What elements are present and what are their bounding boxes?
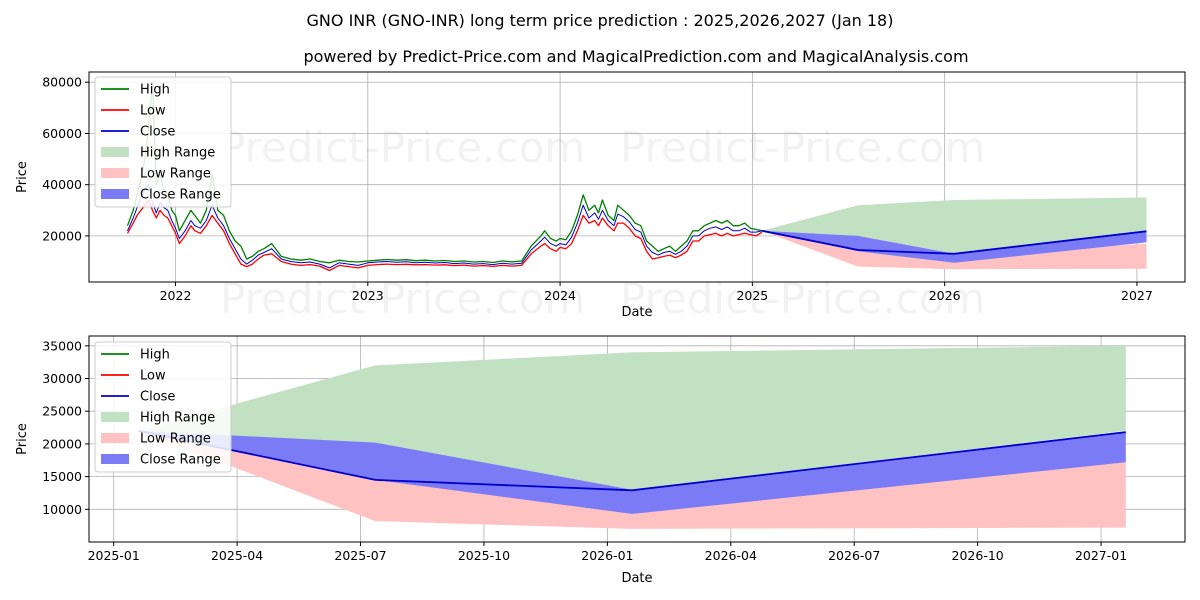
x-tick-label: 2026-10: [952, 548, 1004, 563]
low-line: [126, 199, 763, 272]
watermark-text: Predict-Price.com: [220, 274, 585, 323]
legend-swatch-patch: [101, 412, 129, 422]
plot-area: [126, 81, 1147, 272]
legend-swatch-patch: [101, 189, 129, 199]
top-panel-long-term: Predict-Price.com Predict-Price.com Predic…: [15, 71, 1186, 323]
legend-item-low-range: Low Range: [101, 167, 211, 182]
x-axis-label: Date: [621, 305, 652, 320]
y-tick-label: 20000: [42, 436, 82, 451]
close-history-line: [127, 184, 763, 269]
legend-item-high: High: [101, 348, 170, 363]
legend-item-high: High: [101, 83, 170, 98]
legend-swatch-patch: [101, 454, 129, 464]
watermark-text: Predict-Price.com: [220, 123, 585, 172]
x-tick-label: 2025: [736, 288, 768, 303]
y-tick-label: 35000: [42, 338, 82, 353]
y-axis-label: Price: [15, 423, 30, 455]
x-tick-label: 2024: [544, 288, 576, 303]
legend-item-low-range: Low Range: [101, 432, 211, 447]
x-tick-label: 2026-04: [705, 548, 757, 563]
legend-item-close: Close: [101, 125, 175, 140]
legend-label: Close: [140, 125, 175, 140]
legend-item-close-range: Close Range: [101, 188, 221, 203]
y-tick-label: 40000: [42, 177, 82, 192]
x-tick-label: 2027: [1121, 288, 1153, 303]
gridlines: [89, 72, 1185, 282]
close-forecast-line: [138, 429, 1126, 492]
legend-label: Low: [140, 369, 166, 384]
axes-frame: [88, 71, 1186, 283]
x-axis: 2022 2023 2024 2025 2026 2027: [160, 282, 1153, 303]
legend-item-low: Low: [101, 104, 166, 119]
legend-label: Close Range: [140, 453, 221, 468]
x-tick-label: 2025-10: [458, 548, 510, 563]
plot-area: [138, 345, 1126, 529]
legend-item-high-range: High Range: [101, 411, 215, 426]
chart-title: GNO INR (GNO-INR) long term price predic…: [307, 11, 894, 30]
x-tick-label: 2026: [929, 288, 961, 303]
bottom-panel-forecast-zoom: Predict-Price.comPredict-Price.com2025-0…: [15, 335, 1186, 586]
y-axis-label: Price: [15, 161, 30, 193]
legend-item-close-range: Close Range: [101, 453, 221, 468]
x-tick-label: 2023: [352, 288, 384, 303]
y-tick-label: 15000: [42, 469, 82, 484]
legend-label: Low Range: [140, 432, 211, 447]
y-tick-label: 10000: [42, 502, 82, 517]
close-range-band: [138, 430, 1126, 514]
y-tick-label: 80000: [42, 75, 82, 90]
x-tick-label: 2025-04: [211, 548, 263, 563]
x-axis-label: Date: [621, 571, 652, 586]
legend-item-close: Close: [101, 390, 175, 405]
legend-label: High Range: [140, 146, 215, 161]
legend-label: Low: [140, 104, 166, 119]
x-tick-label: 2027-01: [1075, 548, 1127, 563]
low-range-band: [138, 430, 1126, 529]
y-tick-label: 30000: [42, 371, 82, 386]
legend-swatch-patch: [101, 433, 129, 443]
watermark-text: Predict-Price.com: [620, 123, 985, 172]
x-axis: 2025-01 2025-04 2025-07 2025-10 2026-01 2026-…: [88, 542, 1127, 563]
axes-frame: [88, 335, 1186, 543]
legend-label: High: [140, 348, 170, 363]
legend-label: Close: [140, 390, 175, 405]
high-line: [126, 81, 763, 264]
y-tick-label: 60000: [42, 126, 82, 141]
legend-item-high-range: High Range: [101, 146, 215, 161]
legend-label: Low Range: [140, 167, 211, 182]
close-range-band: [762, 230, 1147, 263]
x-tick-label: 2026-07: [828, 548, 880, 563]
high-range-band: [762, 197, 1147, 254]
y-tick-label: 25000: [42, 404, 82, 419]
y-axis: 20000 40000 60000 80000: [42, 75, 89, 243]
legend-swatch-patch: [101, 147, 129, 157]
x-tick-label: 2025-07: [334, 548, 386, 563]
x-tick-label: 2022: [160, 288, 192, 303]
y-axis: 10000 15000 20000 25000 30000 35000: [42, 338, 89, 517]
y-tick-label: 20000: [42, 228, 82, 243]
x-tick-label: 2025-01: [88, 548, 140, 563]
chart-subtitle: powered by Predict-Price.com and Magical…: [303, 47, 968, 66]
legend-label: Close Range: [140, 188, 221, 203]
x-tick-label: 2026-01: [581, 548, 633, 563]
watermarks: Predict-Price.com Predict-Price.com Predic…: [220, 123, 985, 323]
close-forecast-line: [761, 229, 1147, 255]
high-range-band: [138, 345, 1126, 490]
legend-label: High Range: [140, 411, 215, 426]
legend-label: High: [140, 83, 170, 98]
legend: High Low Close High Range Low Range Close Ran…: [94, 341, 232, 473]
legend: High Low Close High Range Low Range Close Ran…: [94, 76, 232, 208]
legend-swatch-patch: [101, 168, 129, 178]
legend-item-low: Low: [101, 369, 166, 384]
low-range-band: [762, 230, 1147, 270]
